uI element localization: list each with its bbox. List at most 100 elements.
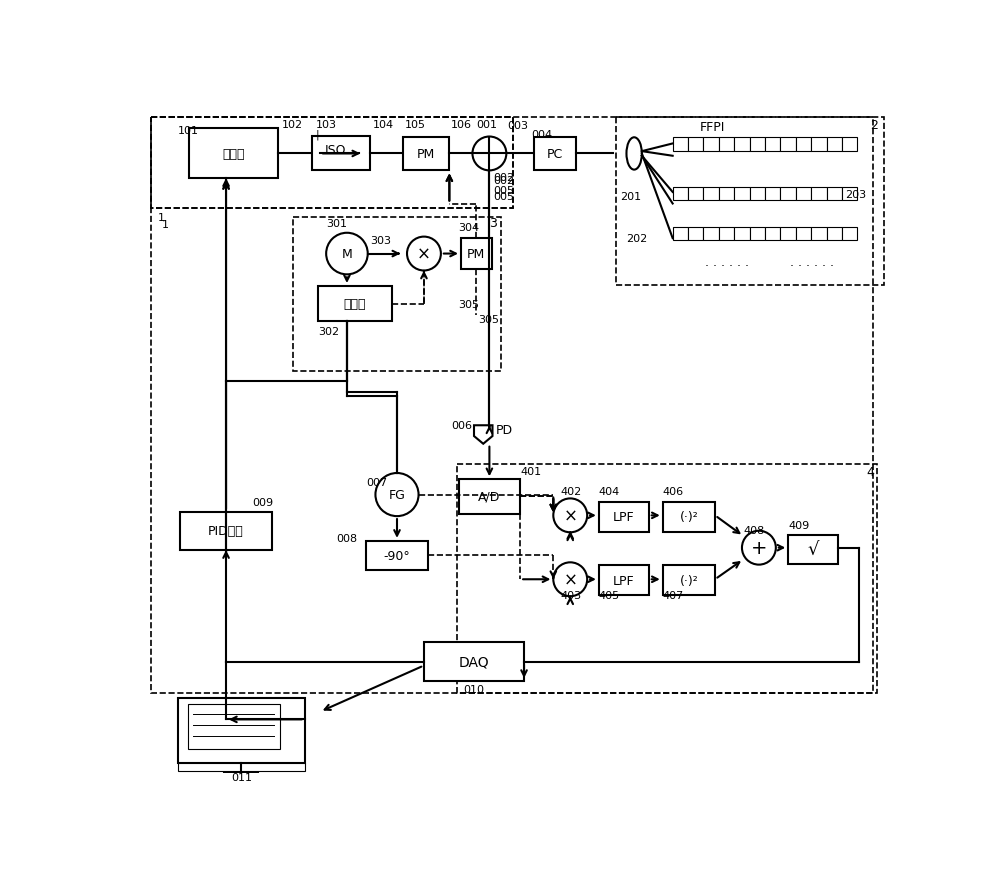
Bar: [178, 698, 305, 763]
Bar: [663, 566, 715, 595]
Text: 1: 1: [158, 213, 165, 223]
Text: 001: 001: [476, 120, 497, 130]
Text: 004: 004: [531, 130, 552, 140]
Text: 405: 405: [599, 590, 620, 600]
Text: 202: 202: [626, 234, 648, 244]
Bar: [151, 118, 513, 209]
Bar: [734, 188, 750, 202]
Text: (·)²: (·)²: [679, 511, 698, 524]
Text: -90°: -90°: [384, 549, 410, 562]
Bar: [734, 228, 750, 242]
Bar: [178, 763, 305, 771]
Circle shape: [472, 137, 506, 171]
Text: 203: 203: [846, 190, 867, 200]
Text: 102: 102: [282, 120, 303, 130]
Bar: [842, 138, 857, 152]
Bar: [780, 138, 796, 152]
Bar: [750, 188, 765, 202]
Text: 407: 407: [663, 590, 684, 600]
Text: (·)²: (·)²: [679, 574, 698, 587]
Bar: [599, 566, 649, 595]
Text: 002: 002: [493, 173, 514, 183]
Text: 401: 401: [520, 467, 541, 477]
Text: PD: PD: [496, 423, 513, 436]
Bar: [312, 136, 370, 171]
Text: 302: 302: [318, 326, 340, 336]
Bar: [796, 188, 811, 202]
Bar: [780, 228, 796, 242]
Text: 402: 402: [560, 486, 581, 496]
Text: 2: 2: [870, 119, 878, 132]
Text: PC: PC: [547, 148, 563, 161]
Text: 304: 304: [459, 222, 480, 232]
Bar: [673, 228, 688, 242]
Bar: [403, 137, 449, 171]
Text: 303: 303: [370, 236, 391, 246]
Bar: [719, 228, 734, 242]
Bar: [780, 188, 796, 202]
Bar: [688, 188, 703, 202]
Bar: [750, 138, 765, 152]
Text: +: +: [751, 539, 767, 558]
Bar: [827, 188, 842, 202]
Bar: [811, 188, 827, 202]
Circle shape: [375, 474, 419, 516]
Bar: [750, 228, 765, 242]
Text: 103: 103: [315, 120, 336, 130]
Bar: [457, 464, 877, 693]
Bar: [189, 129, 278, 179]
Text: 408: 408: [744, 526, 765, 535]
Text: 104: 104: [372, 120, 393, 130]
Text: 4: 4: [867, 466, 875, 479]
Bar: [788, 535, 838, 564]
Text: 3: 3: [489, 217, 497, 230]
Text: 404: 404: [599, 486, 620, 496]
Bar: [765, 138, 780, 152]
Text: 008: 008: [336, 534, 357, 544]
Text: 激光器: 激光器: [222, 148, 245, 161]
Bar: [188, 704, 280, 749]
Text: LPF: LPF: [613, 511, 635, 524]
Text: 007: 007: [366, 478, 387, 488]
Text: PM: PM: [417, 148, 435, 161]
Bar: [703, 188, 719, 202]
Bar: [663, 502, 715, 532]
Bar: [827, 138, 842, 152]
Text: . . . . . .: . . . . . .: [790, 255, 834, 269]
Text: 301: 301: [326, 218, 347, 229]
Bar: [765, 188, 780, 202]
Text: 002: 002: [493, 176, 514, 186]
Bar: [151, 118, 873, 693]
Bar: [734, 138, 750, 152]
Ellipse shape: [626, 138, 642, 170]
Text: ISO: ISO: [325, 144, 346, 157]
Text: 003: 003: [507, 121, 528, 131]
Text: 406: 406: [663, 486, 684, 496]
Bar: [534, 137, 576, 171]
Bar: [703, 138, 719, 152]
Text: A/D: A/D: [478, 490, 501, 503]
Text: 010: 010: [464, 684, 485, 693]
Text: 1: 1: [162, 220, 169, 229]
Text: 403: 403: [560, 590, 581, 600]
Text: LPF: LPF: [613, 574, 635, 587]
Circle shape: [553, 562, 587, 596]
Text: 009: 009: [253, 498, 274, 507]
Bar: [459, 480, 520, 514]
Text: 106: 106: [451, 120, 472, 130]
Circle shape: [553, 499, 587, 533]
Bar: [765, 228, 780, 242]
Text: PID控制: PID控制: [208, 525, 244, 538]
Text: 101: 101: [178, 126, 199, 136]
Text: M: M: [342, 248, 352, 261]
Bar: [673, 188, 688, 202]
Bar: [842, 188, 857, 202]
Bar: [719, 188, 734, 202]
Bar: [616, 118, 884, 286]
Bar: [599, 502, 649, 532]
Text: 305: 305: [459, 299, 480, 309]
Text: √: √: [807, 541, 819, 559]
Text: ×: ×: [563, 571, 577, 588]
Text: 延时器: 延时器: [344, 297, 366, 310]
Text: 305: 305: [478, 315, 499, 325]
